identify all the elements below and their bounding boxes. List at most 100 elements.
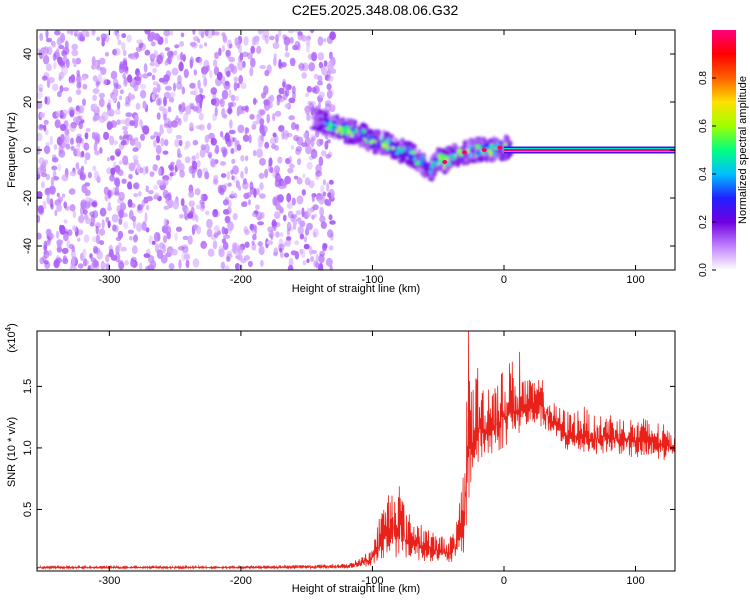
heatmap-noise-blob	[196, 160, 201, 168]
heatmap-noise-blob	[197, 79, 201, 90]
heatmap-noise-blob	[171, 120, 178, 128]
heatmap-noise-blob	[254, 224, 258, 235]
heatmap-noise-blob	[40, 172, 48, 178]
heatmap-noise-blob	[249, 186, 256, 195]
heatmap-noise-blob	[156, 112, 161, 120]
heatmap-noise-blob	[202, 73, 206, 79]
heatmap-noise-blob	[39, 112, 45, 118]
heatmap-noise-blob	[283, 252, 290, 258]
heatmap-noise-blob	[97, 73, 103, 84]
heatmap-noise-blob	[305, 92, 309, 98]
heatmap-noise-blob	[310, 30, 315, 34]
heatmap-noise-blob	[273, 211, 281, 220]
heatmap-noise-blob	[82, 259, 90, 266]
heatmap-noise-blob	[256, 148, 263, 158]
heatmap-noise-blob	[310, 250, 318, 254]
heatmap-noise-blob	[207, 248, 215, 257]
heatmap-noise-blob	[49, 185, 56, 195]
heatmap-noise-blob	[128, 185, 132, 190]
heatmap-noise-blob	[291, 145, 295, 150]
heatmap-noise-blob	[323, 38, 327, 43]
heatmap-noise-blob	[59, 123, 67, 131]
heatmap-noise-blob	[189, 59, 193, 69]
heatmap-noise-blob	[99, 207, 107, 217]
heatmap-noise-blob	[112, 94, 117, 103]
heatmap-noise-blob	[110, 70, 118, 80]
heatmap-noise-blob	[152, 67, 158, 74]
heatmap-noise-blob	[71, 256, 75, 266]
heatmap-noise-blob	[121, 42, 126, 51]
heatmap-noise-blob	[212, 240, 218, 250]
heatmap-noise-blob	[67, 96, 73, 103]
heatmap-noise-blob	[267, 226, 274, 233]
heatmap-noise-blob	[84, 182, 91, 187]
heatmap-noise-blob	[236, 243, 241, 253]
heatmap-noise-blob	[297, 225, 304, 235]
heatmap-noise-blob	[238, 54, 243, 63]
heatmap-noise-blob	[115, 236, 122, 241]
heatmap-noise-blob	[64, 128, 70, 136]
heatmap-noise-blob	[213, 31, 220, 36]
heatmap-noise-blob	[127, 74, 133, 83]
heatmap-chirp-blob	[313, 109, 319, 113]
heatmap-noise-blob	[158, 77, 166, 83]
heatmap-noise-blob	[177, 74, 182, 85]
heatmap-chirp-core	[503, 143, 508, 146]
heatmap-noise-blob	[163, 113, 167, 121]
heatmap-noise-blob	[156, 179, 164, 186]
heatmap-noise-blob	[210, 87, 218, 95]
heatmap-noise-blob	[56, 48, 60, 53]
heatmap-noise-blob	[274, 110, 282, 117]
heatmap-noise-blob	[291, 197, 296, 206]
heatmap-noise-blob	[132, 155, 139, 161]
heatmap-noise-blob	[132, 234, 138, 243]
heatmap-noise-blob	[70, 30, 74, 36]
y-tick-label: -20	[22, 190, 34, 206]
heatmap-noise-blob	[139, 204, 144, 210]
heatmap-noise-blob	[59, 85, 64, 93]
heatmap-noise-blob	[42, 54, 50, 65]
heatmap-noise-blob	[288, 227, 294, 232]
heatmap-noise-blob	[153, 139, 157, 148]
heatmap-noise-blob	[267, 231, 275, 237]
heatmap-noise-blob	[45, 63, 52, 72]
heatmap-chirp-core	[456, 148, 462, 154]
heatmap-noise-blob	[323, 243, 328, 249]
heatmap-noise-blob	[293, 134, 300, 142]
heatmap-noise-blob	[272, 251, 278, 257]
heatmap-noise-blob	[224, 215, 231, 224]
heatmap-noise-blob	[98, 57, 106, 65]
heatmap-noise-blob	[91, 218, 96, 225]
heatmap-noise-blob	[306, 113, 311, 121]
heatmap-noise-blob	[264, 168, 269, 179]
heatmap-noise-blob	[164, 60, 169, 66]
heatmap-noise-blob	[119, 119, 127, 125]
heatmap-noise-blob	[101, 219, 105, 229]
heatmap-chirp-core	[469, 152, 472, 158]
heatmap-noise-blob	[168, 249, 173, 256]
heatmap-noise-blob	[310, 256, 315, 262]
heatmap-noise-blob	[257, 221, 264, 226]
colorbar-tick-label: 0.0	[698, 263, 709, 277]
heatmap-chirp-blob	[469, 147, 474, 155]
heatmap-chirp-core	[493, 144, 498, 148]
heatmap-noise-blob	[222, 148, 228, 156]
heatmap-noise-blob	[108, 109, 115, 116]
heatmap-noise-blob	[189, 41, 197, 47]
heatmap-noise-blob	[160, 254, 168, 264]
heatmap-noise-blob	[276, 99, 281, 106]
heatmap-noise-blob	[317, 193, 324, 200]
heatmap-noise-blob	[113, 165, 121, 173]
heatmap-noise-blob	[115, 84, 122, 90]
heatmap-noise-blob	[85, 127, 91, 133]
heatmap-noise-blob	[116, 119, 121, 125]
heatmap-noise-blob	[47, 76, 55, 84]
heatmap-noise-blob	[59, 33, 66, 43]
heatmap-chirp-peak	[497, 145, 503, 150]
heatmap-noise-blob	[282, 81, 286, 88]
heatmap-chirp-core	[429, 169, 433, 174]
colorbar-axis: 0.0 0.2 0.4 0.6 0.8	[698, 71, 716, 277]
heatmap-noise-blob	[242, 134, 250, 142]
heatmap-noise-blob	[289, 36, 294, 44]
heatmap-noise-blob	[133, 193, 139, 198]
